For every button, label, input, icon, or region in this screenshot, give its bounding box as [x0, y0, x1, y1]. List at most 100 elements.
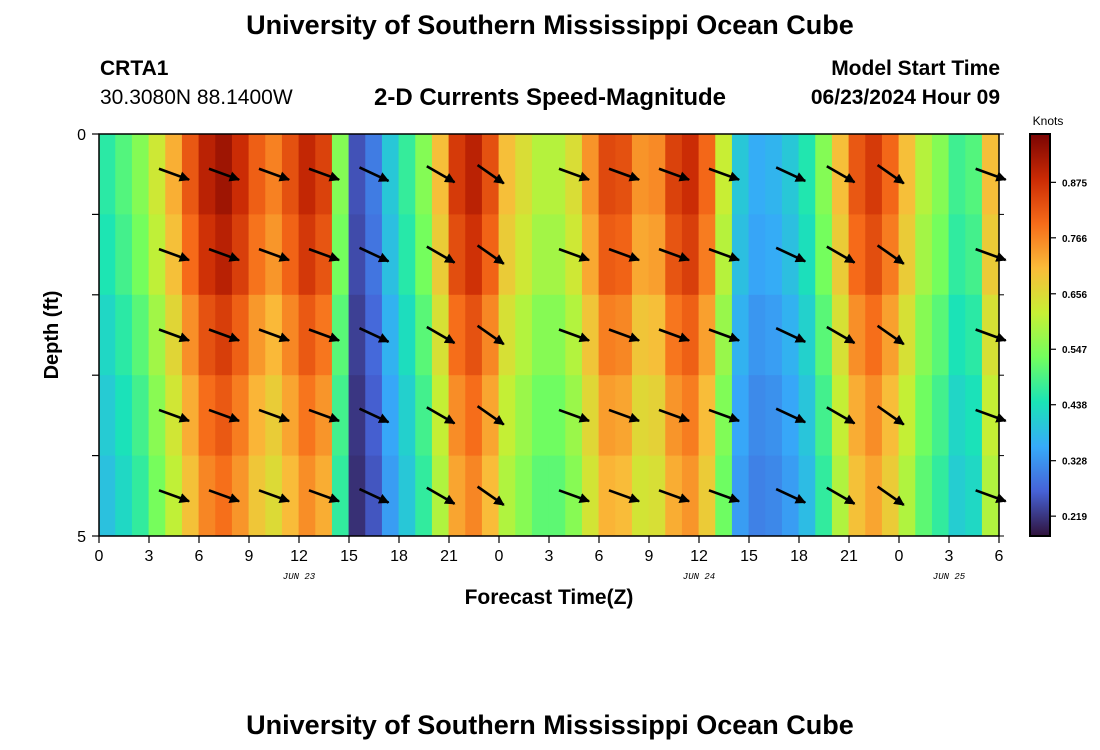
heatmap-cell: [232, 214, 249, 295]
heatmap-cell: [415, 375, 432, 456]
heatmap-cell: [915, 295, 932, 376]
heatmap-cell: [332, 214, 349, 295]
x-tick-label: 6: [995, 548, 1004, 565]
heatmap-cell: [632, 295, 649, 376]
heatmap-cell: [465, 134, 482, 215]
heatmap-cell: [582, 375, 599, 456]
heatmap-cell: [415, 134, 432, 215]
heatmap-cell: [282, 375, 299, 456]
x-tick-label: 21: [840, 548, 858, 565]
heatmap-cell: [765, 295, 782, 376]
y-tick-label: 0: [77, 127, 86, 144]
heatmap-cell: [749, 214, 766, 295]
heatmap-cell: [549, 214, 566, 295]
heatmap-cell: [249, 134, 266, 215]
heatmap-cell: [815, 134, 832, 215]
heatmap-cell: [599, 295, 616, 376]
heatmap-cell: [232, 456, 249, 537]
heatmap-cell: [299, 214, 316, 295]
heatmap-cell: [182, 375, 199, 456]
heatmap-cell: [549, 456, 566, 537]
x-axis-label: Forecast Time(Z): [465, 586, 634, 609]
heatmap-cell: [532, 295, 549, 376]
heatmap-cell: [532, 134, 549, 215]
heatmap-cell: [449, 375, 466, 456]
heatmap-cell: [965, 134, 982, 215]
heatmap-cell: [599, 375, 616, 456]
heatmap-cell: [865, 456, 882, 537]
colorbar-tick-label: 0.875: [1062, 178, 1087, 189]
heatmap-cell: [149, 456, 166, 537]
heatmap-cell: [115, 456, 132, 537]
date-label: JUN 24: [683, 572, 715, 582]
x-tick-label: 9: [645, 548, 654, 565]
heatmap-cell: [799, 375, 816, 456]
heatmap-cell: [699, 134, 716, 215]
heatmap-cell: [932, 456, 949, 537]
heatmap-cell: [965, 456, 982, 537]
heatmap-cell: [732, 134, 749, 215]
heatmap-cell: [382, 295, 399, 376]
heatmap-cell: [349, 214, 366, 295]
heatmap-cell: [132, 214, 149, 295]
x-tick-label: 6: [595, 548, 604, 565]
heatmap-cell: [99, 456, 116, 537]
heatmap-cell: [182, 134, 199, 215]
colorbar-tick-label: 0.219: [1062, 512, 1087, 523]
heatmap-cell: [382, 375, 399, 456]
heatmap-cell: [865, 214, 882, 295]
heatmap-cell: [182, 214, 199, 295]
heatmap-cell: [682, 134, 699, 215]
heatmap-cell: [632, 456, 649, 537]
heatmap-cell: [149, 375, 166, 456]
heatmap-cell: [449, 295, 466, 376]
heatmap-cell: [682, 375, 699, 456]
heatmap-cell: [332, 375, 349, 456]
heatmap-cell: [899, 456, 916, 537]
heatmap-cell: [199, 295, 216, 376]
heatmap-cell: [199, 375, 216, 456]
heatmap-cell: [899, 134, 916, 215]
heatmap-cell: [382, 214, 399, 295]
heatmap-cell: [199, 134, 216, 215]
heatmap-cell: [415, 214, 432, 295]
heatmap-cell: [699, 456, 716, 537]
heatmap-cell: [599, 214, 616, 295]
colorbar-label: Knots: [1033, 114, 1064, 128]
heatmap-cell: [99, 295, 116, 376]
heatmap-cell: [865, 134, 882, 215]
heatmap-cell: [465, 375, 482, 456]
heatmap-cell: [399, 456, 416, 537]
heatmap-cell: [515, 456, 532, 537]
heatmap-cell: [282, 134, 299, 215]
heatmap-cell: [282, 295, 299, 376]
heatmap-cell: [949, 134, 966, 215]
heatmap-cell: [599, 134, 616, 215]
heatmap-cell: [649, 134, 666, 215]
colorbar: [1030, 134, 1050, 536]
colorbar-tick-label: 0.328: [1062, 457, 1087, 468]
heatmap-cell: [749, 134, 766, 215]
heatmap-cell: [549, 134, 566, 215]
heatmap-cell: [182, 295, 199, 376]
heatmap-cell: [232, 134, 249, 215]
heatmap-cell: [349, 456, 366, 537]
heatmap-cell: [99, 134, 116, 215]
heatmap-cell: [132, 134, 149, 215]
heatmap-cell: [749, 456, 766, 537]
colorbar-tick-label: 0.547: [1062, 345, 1087, 356]
heatmap-cell: [699, 375, 716, 456]
heatmap-cell: [849, 295, 866, 376]
colorbar-tick-label: 0.656: [1062, 290, 1087, 301]
heatmap-cell: [732, 214, 749, 295]
heatmap-cell: [515, 134, 532, 215]
heatmap-cell: [649, 375, 666, 456]
heatmap-cell: [915, 375, 932, 456]
heatmap-cell: [332, 134, 349, 215]
heatmap-cell: [915, 456, 932, 537]
heatmap-cell: [132, 456, 149, 537]
heatmap-cell: [732, 375, 749, 456]
heatmap-cell: [582, 134, 599, 215]
heatmap-cell: [99, 214, 116, 295]
heatmap-cell: [549, 375, 566, 456]
